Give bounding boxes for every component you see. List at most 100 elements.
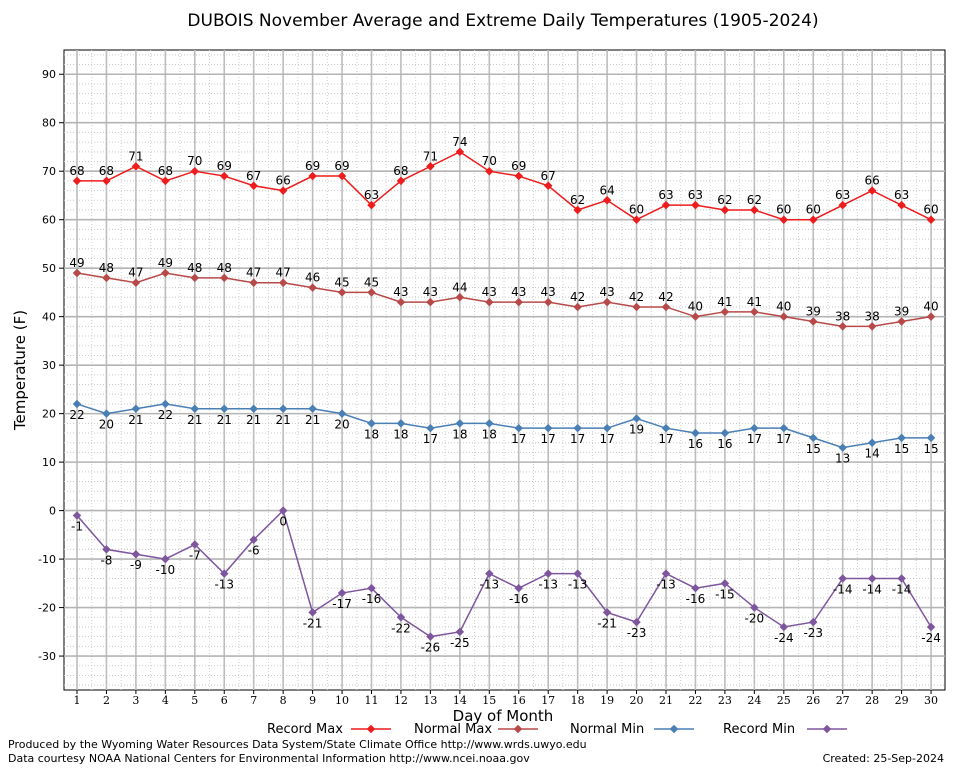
data-label: 21 xyxy=(276,413,291,427)
data-point xyxy=(602,297,612,307)
data-label: 40 xyxy=(688,300,703,314)
y-tick-label: -20 xyxy=(38,602,56,615)
data-label: -23 xyxy=(803,626,823,640)
y-tick-label: 10 xyxy=(42,456,56,469)
y-tick-label: 20 xyxy=(42,408,56,421)
data-point xyxy=(396,419,406,428)
data-label: 38 xyxy=(865,309,880,323)
data-label: 41 xyxy=(717,295,732,309)
data-point xyxy=(337,409,347,418)
data-point xyxy=(661,302,671,312)
data-label: 43 xyxy=(482,285,497,299)
x-tick-label: 9 xyxy=(309,694,316,707)
data-point xyxy=(396,613,406,622)
data-point xyxy=(514,583,523,593)
legend-swatch-marker xyxy=(513,724,523,734)
data-label: 16 xyxy=(717,437,732,451)
data-point xyxy=(161,399,170,409)
x-tick-label: 23 xyxy=(718,694,732,707)
data-label: -6 xyxy=(248,544,260,558)
data-point xyxy=(72,176,82,186)
data-point xyxy=(485,569,494,578)
x-tick-label: 4 xyxy=(162,694,169,707)
data-point xyxy=(249,404,258,414)
x-tick-label: 10 xyxy=(335,694,349,707)
data-point xyxy=(161,176,170,186)
legend-swatch-marker xyxy=(822,724,832,734)
data-point xyxy=(308,608,317,617)
data-label: 39 xyxy=(894,305,909,319)
data-point xyxy=(102,273,111,283)
x-tick-label: 17 xyxy=(541,694,555,707)
data-point xyxy=(691,583,700,593)
data-label: 18 xyxy=(452,427,467,441)
data-label: 49 xyxy=(158,256,173,270)
data-point xyxy=(602,608,612,617)
x-tick-label: 20 xyxy=(630,694,644,707)
data-point xyxy=(249,181,258,191)
data-label: 67 xyxy=(246,169,261,183)
data-label: 71 xyxy=(128,149,143,163)
data-point xyxy=(485,419,494,428)
y-tick-label: 30 xyxy=(42,359,56,372)
data-label: -13 xyxy=(538,578,558,592)
data-label: 16 xyxy=(688,437,703,451)
data-label: 64 xyxy=(599,183,614,197)
y-tick-label: 50 xyxy=(42,262,56,275)
data-label: -16 xyxy=(509,592,529,606)
data-label: 69 xyxy=(511,159,526,173)
data-label: 17 xyxy=(776,432,791,446)
data-label: 18 xyxy=(364,427,379,441)
data-label: -10 xyxy=(156,563,176,577)
data-label: 18 xyxy=(393,427,408,441)
data-label: 42 xyxy=(658,290,673,304)
x-tick-label: 30 xyxy=(924,694,938,707)
data-label: -25 xyxy=(450,636,470,650)
data-label: -8 xyxy=(100,553,112,567)
x-tick-label: 22 xyxy=(688,694,702,707)
data-label: -20 xyxy=(745,612,765,626)
data-point xyxy=(838,574,847,583)
y-tick-label: 80 xyxy=(42,117,56,130)
data-label: 68 xyxy=(69,164,84,178)
x-tick-label: 29 xyxy=(895,694,909,707)
data-point xyxy=(308,171,317,181)
data-point xyxy=(455,147,465,157)
data-point xyxy=(190,166,200,176)
data-label: -16 xyxy=(686,592,706,606)
data-label: 62 xyxy=(747,193,762,207)
data-point xyxy=(809,317,818,326)
data-label: -13 xyxy=(568,578,588,592)
data-point xyxy=(543,569,553,578)
x-tick-label: 3 xyxy=(132,694,139,707)
credit-line-2: Data courtesy NOAA National Centers for … xyxy=(8,752,530,765)
data-label: 63 xyxy=(364,188,379,202)
data-point xyxy=(131,278,141,287)
data-label: 71 xyxy=(423,149,438,163)
data-point xyxy=(396,176,406,186)
data-point xyxy=(455,627,465,637)
data-label: -24 xyxy=(774,631,794,645)
data-label: 21 xyxy=(187,413,202,427)
data-point xyxy=(750,603,759,612)
legend-label: Normal Min xyxy=(570,722,644,737)
data-point xyxy=(278,506,288,515)
data-point xyxy=(131,404,141,414)
data-label: 47 xyxy=(246,266,261,280)
data-label: 43 xyxy=(599,285,614,299)
data-label: 17 xyxy=(599,432,614,446)
legend-swatch-marker xyxy=(669,724,679,734)
data-label: -13 xyxy=(656,578,676,592)
series-line xyxy=(76,272,932,328)
data-label: -21 xyxy=(597,616,617,630)
data-point xyxy=(602,423,612,433)
data-label: -14 xyxy=(892,582,912,596)
data-label: 68 xyxy=(393,164,408,178)
x-tick-label: 7 xyxy=(250,694,257,707)
data-point xyxy=(543,297,553,307)
data-label: 62 xyxy=(570,193,585,207)
data-point xyxy=(661,569,671,578)
data-label: 19 xyxy=(629,422,644,436)
x-tick-label: 21 xyxy=(659,694,673,707)
data-point xyxy=(249,278,258,287)
